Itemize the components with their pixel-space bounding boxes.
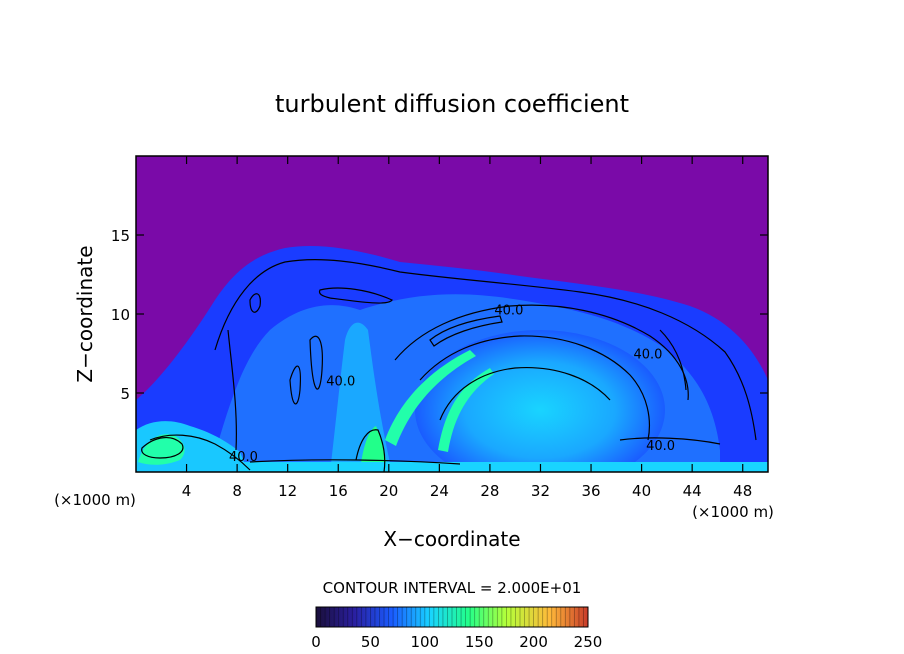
chart-title: turbulent diffusion coefficient [275, 90, 629, 118]
plot-area: 40.0 40.0 40.0 40.0 40.0 [136, 156, 768, 472]
y-tick-label: 5 [120, 385, 130, 403]
surface-layer [240, 462, 768, 472]
y-axis-unit: (×1000 m) [54, 491, 136, 509]
x-tick-label: 24 [430, 482, 449, 500]
colorbar-tick-label: 250 [574, 633, 603, 651]
x-tick-label: 4 [182, 482, 192, 500]
contour-label: 40.0 [633, 348, 662, 363]
y-tick-label: 15 [111, 227, 130, 245]
x-tick-label: 32 [531, 482, 550, 500]
vortex-core [415, 330, 665, 472]
x-tick-label: 48 [733, 482, 752, 500]
contour-labels: 40.0 40.0 40.0 40.0 40.0 [229, 303, 675, 465]
colorbar-ticks: 0 50 100 150 200 250 [311, 633, 602, 651]
x-tick-label: 16 [329, 482, 348, 500]
x-tick-label: 36 [581, 482, 600, 500]
x-tick-label: 28 [480, 482, 499, 500]
colorbar-tick-label: 200 [519, 633, 548, 651]
contour-label: 40.0 [229, 450, 258, 465]
x-tick-label: 8 [232, 482, 242, 500]
colorbar-gradient [315, 606, 589, 628]
contour-lines [141, 259, 757, 472]
colorbar-stripes [320, 607, 584, 627]
colorbar-tick-label: 150 [465, 633, 494, 651]
colorbar-tick-label: 0 [311, 633, 321, 651]
x-tick-label: 40 [632, 482, 651, 500]
x-axis-unit: (×1000 m) [692, 503, 774, 521]
contour-label: 40.0 [646, 439, 675, 454]
x-tick-label: 44 [683, 482, 702, 500]
y-axis: 5 10 15 [111, 227, 768, 403]
x-tick-label: 12 [278, 482, 297, 500]
colorbar-tick-label: 100 [410, 633, 439, 651]
contour-label: 40.0 [326, 374, 355, 389]
x-tick-label: 20 [379, 482, 398, 500]
colorbar: 0 50 100 150 200 250 [311, 606, 602, 651]
contour-interval: CONTOUR INTERVAL = 2.000E+01 [323, 579, 582, 597]
colorbar-tick-label: 50 [361, 633, 380, 651]
contour-label: 40.0 [494, 303, 523, 318]
x-axis: 4 8 12 16 20 24 28 32 36 40 44 48 [182, 156, 752, 500]
x-axis-label: X−coordinate [383, 527, 520, 551]
high-diffusion-streak [438, 368, 494, 452]
high-diffusion-streak [385, 350, 476, 446]
y-axis-label: Z−coordinate [73, 245, 97, 382]
y-tick-label: 10 [111, 306, 130, 324]
